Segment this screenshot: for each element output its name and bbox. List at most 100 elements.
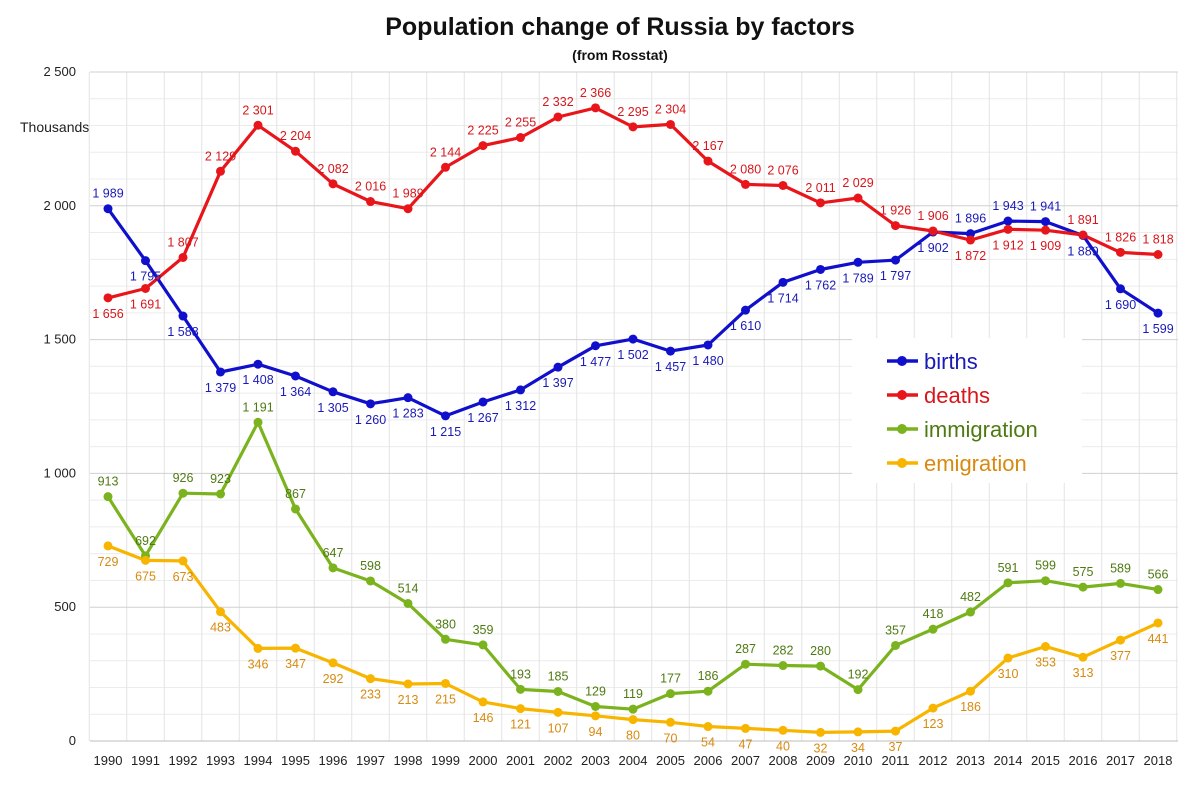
emigration-data-label: 310 [998, 667, 1019, 681]
immigration-data-label: 599 [1035, 559, 1056, 573]
immigration-point [291, 504, 300, 514]
deaths-data-label: 1 891 [1067, 213, 1098, 227]
births-point [291, 371, 300, 381]
deaths-data-label: 2 080 [730, 162, 761, 176]
emigration-point [328, 658, 338, 668]
births-data-label: 1 312 [505, 399, 536, 413]
deaths-data-label: 2 029 [842, 176, 873, 190]
x-tick-label: 2014 [994, 753, 1023, 768]
deaths-point [253, 120, 263, 130]
deaths-point [591, 103, 600, 113]
y-tick-label: 2 000 [43, 198, 76, 213]
x-tick-label: 2005 [656, 753, 685, 768]
immigration-point [553, 686, 563, 696]
emigration-point [966, 686, 975, 696]
immigration-data-label: 380 [435, 617, 456, 631]
emigration-data-label: 32 [814, 741, 828, 755]
x-tick-label: 2011 [882, 753, 910, 768]
births-point [1116, 284, 1125, 294]
immigration-point [816, 661, 825, 671]
deaths-point [328, 179, 338, 189]
births-point [1153, 308, 1163, 318]
deaths-point [441, 162, 450, 172]
deaths-data-label: 2 144 [430, 145, 461, 159]
births-data-label: 1 902 [917, 241, 948, 255]
births-point [516, 385, 525, 395]
births-data-label: 1 941 [1030, 200, 1061, 214]
immigration-point [441, 634, 450, 644]
immigration-point [741, 659, 750, 669]
deaths-data-label: 1 807 [167, 235, 198, 249]
births-point [178, 311, 188, 321]
emigration-data-label: 377 [1110, 649, 1131, 663]
deaths-legend-label: deaths [924, 383, 990, 408]
emigration-data-label: 70 [664, 731, 678, 745]
immigration-data-label: 566 [1148, 568, 1169, 582]
deaths-data-label: 1 909 [1030, 239, 1061, 253]
emigration-point [666, 717, 675, 727]
x-tick-label: 2002 [544, 753, 573, 768]
deaths-point [891, 221, 900, 231]
emigration-point [1078, 652, 1088, 662]
emigration-point [1116, 635, 1125, 645]
immigration-point [853, 685, 863, 695]
emigration-data-label: 107 [548, 721, 569, 735]
births-point [778, 277, 788, 287]
immigration-data-label: 598 [360, 559, 381, 573]
chart-subtitle: (from Rosstat) [572, 47, 668, 63]
immigration-point [966, 607, 975, 617]
immigration-point [178, 488, 188, 498]
births-point [891, 255, 900, 265]
births-point [441, 411, 450, 421]
y-tick-label: 500 [54, 599, 76, 614]
deaths-point [816, 198, 825, 208]
immigration-point [666, 689, 675, 699]
emigration-point [253, 643, 263, 653]
deaths-data-label: 1 926 [880, 204, 911, 218]
immigration-data-label: 357 [885, 623, 906, 637]
deaths-point [516, 133, 525, 143]
births-data-label: 1 896 [955, 212, 986, 226]
immigration-point [366, 576, 375, 586]
births-point [403, 393, 413, 403]
deaths-data-label: 2 016 [355, 180, 386, 194]
births-data-label: 1 379 [205, 381, 236, 395]
x-tick-label: 1997 [356, 753, 385, 768]
x-tick-label: 1999 [431, 753, 460, 768]
deaths-point [366, 197, 375, 207]
deaths-point [741, 179, 750, 189]
deaths-data-label: 2 301 [242, 103, 273, 117]
births-point [703, 340, 713, 350]
immigration-point [253, 417, 263, 427]
births-data-label: 1 260 [355, 413, 386, 427]
immigration-point [1003, 578, 1013, 588]
grid-lines [88, 71, 1178, 742]
deaths-data-label: 1 906 [917, 209, 948, 223]
emigration-point [216, 607, 225, 617]
emigration-data-label: 186 [960, 700, 981, 714]
births-legend-marker [897, 356, 907, 366]
deaths-data-label: 1 826 [1105, 230, 1136, 244]
births-data-label: 1 477 [580, 355, 611, 369]
emigration-data-label: 353 [1035, 656, 1056, 670]
emigration-data-label: 233 [360, 688, 381, 702]
deaths-point [403, 204, 413, 214]
births-data-label: 1 397 [542, 376, 573, 390]
emigration-data-label: 54 [701, 736, 715, 750]
deaths-legend-marker [897, 390, 907, 400]
immigration-data-label: 185 [548, 669, 569, 683]
x-tick-label: 2017 [1106, 753, 1135, 768]
emigration-data-label: 146 [473, 711, 494, 725]
emigration-point [853, 727, 863, 737]
deaths-point [178, 252, 188, 262]
emigration-data-label: 483 [210, 621, 231, 635]
births-data-label: 1 408 [242, 373, 273, 387]
deaths-point [1041, 225, 1050, 235]
immigration-data-label: 514 [398, 581, 419, 595]
emigration-point [703, 722, 713, 732]
emigration-data-label: 292 [323, 672, 344, 686]
x-tick-label: 2007 [731, 753, 760, 768]
immigration-data-label: 923 [210, 472, 231, 486]
emigration-point [628, 715, 638, 725]
